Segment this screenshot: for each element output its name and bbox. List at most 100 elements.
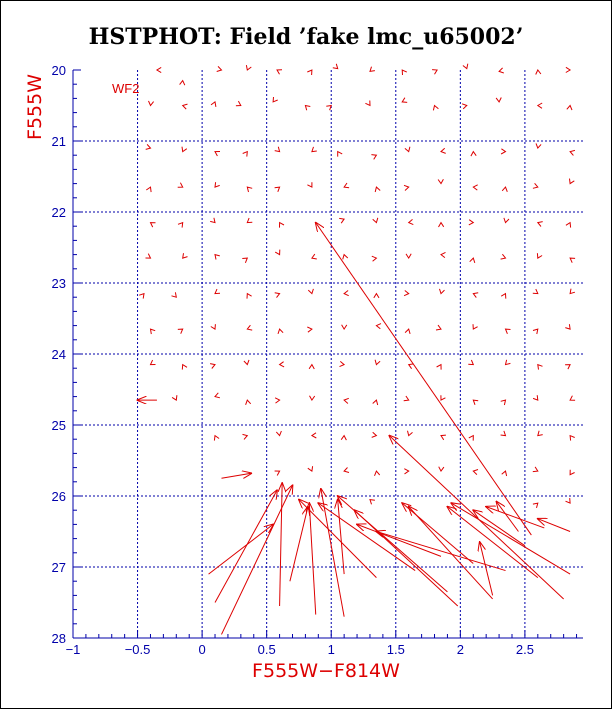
data-point (407, 219, 414, 226)
data-point (210, 324, 216, 330)
data-point (407, 363, 414, 369)
arrow-vector (451, 503, 571, 575)
data-point (214, 392, 221, 399)
arrow-vector (480, 542, 494, 596)
data-point (181, 363, 188, 370)
data-point (310, 432, 317, 439)
data-point (177, 221, 184, 228)
data-point (309, 395, 316, 402)
data-point (155, 66, 162, 74)
arrow-vector (221, 485, 292, 635)
data-point (565, 221, 572, 228)
data-point (500, 399, 507, 406)
data-point (245, 65, 252, 71)
data-point (274, 292, 281, 298)
data-point (243, 359, 250, 366)
data-point (569, 395, 576, 401)
data-point (148, 100, 154, 107)
y-tick-label: 26 (52, 489, 66, 504)
chart-title: HSTPHOT: Field ’fake lmc_u65002’ (88, 24, 524, 50)
data-point (341, 324, 348, 331)
data-point (569, 149, 576, 156)
tick-labels: −1 −0.5 0 0.5 1 1.5 2 2.5 20 21 22 23 24 25 26 27 28 (52, 63, 534, 657)
data-point (210, 217, 216, 224)
vector-layer (138, 223, 571, 635)
data-point (246, 324, 253, 331)
data-point (500, 292, 507, 299)
data-point (214, 288, 221, 295)
data-point (404, 328, 411, 335)
data-point (569, 469, 575, 476)
data-point (332, 63, 339, 70)
x-tick-label: 1 (328, 642, 335, 657)
data-point (374, 470, 381, 476)
data-point (500, 253, 507, 260)
data-point (469, 257, 476, 264)
data-point (210, 101, 217, 107)
data-point (342, 253, 349, 260)
data-point (145, 253, 152, 259)
data-point (569, 257, 576, 263)
axes (72, 69, 583, 639)
data-point (504, 328, 511, 334)
arrow-vector (496, 502, 519, 532)
data-point (536, 253, 543, 259)
data-point (404, 146, 411, 153)
data-point (246, 186, 253, 193)
data-point (210, 363, 216, 369)
y-tick-label: 27 (52, 560, 66, 575)
data-point (171, 395, 178, 401)
data-point (146, 186, 152, 193)
data-point (339, 217, 345, 224)
data-point (181, 103, 188, 110)
data-point (216, 66, 223, 72)
y-axis-label: F555W (24, 74, 46, 140)
y-tick-label: 28 (52, 631, 66, 646)
arrow-vector (318, 503, 416, 571)
data-point (532, 502, 539, 509)
data-point (343, 397, 349, 404)
data-point (440, 147, 446, 154)
data-point (337, 150, 343, 157)
data-point (566, 104, 573, 111)
x-axis-label: F555W−F814W (252, 660, 400, 682)
arrow-vector (289, 507, 308, 582)
data-point (307, 326, 313, 333)
data-point (498, 67, 504, 74)
y-tick-label: 21 (52, 134, 66, 149)
data-point (439, 288, 445, 295)
data-point (374, 359, 381, 366)
arrow-vector (447, 507, 539, 579)
data-point (407, 430, 413, 437)
arrow-vector (409, 507, 493, 600)
data-point (145, 144, 152, 150)
data-point (371, 431, 378, 438)
data-point (304, 104, 311, 111)
arrow-vector (214, 490, 277, 603)
y-tick-label: 20 (52, 63, 66, 78)
data-point (501, 186, 508, 192)
data-point (311, 253, 317, 260)
data-point (537, 363, 543, 370)
data-point (272, 96, 278, 103)
y-tick-label: 24 (52, 347, 66, 362)
data-point (468, 359, 475, 366)
data-point (532, 328, 539, 335)
data-point (569, 434, 575, 441)
arrow-vector (316, 223, 532, 536)
marker-layer (139, 63, 576, 509)
data-point (372, 399, 379, 406)
data-point (235, 100, 242, 107)
data-point (307, 466, 314, 472)
x-tick-label: 0.5 (258, 642, 276, 657)
data-point (177, 328, 184, 334)
y-tick-label: 25 (52, 418, 66, 433)
data-point (532, 466, 539, 473)
data-point (501, 470, 508, 477)
data-point (371, 255, 378, 262)
data-point (438, 221, 445, 228)
data-point (565, 364, 571, 370)
data-point (171, 292, 177, 298)
data-point (277, 328, 284, 335)
data-point (403, 184, 410, 191)
